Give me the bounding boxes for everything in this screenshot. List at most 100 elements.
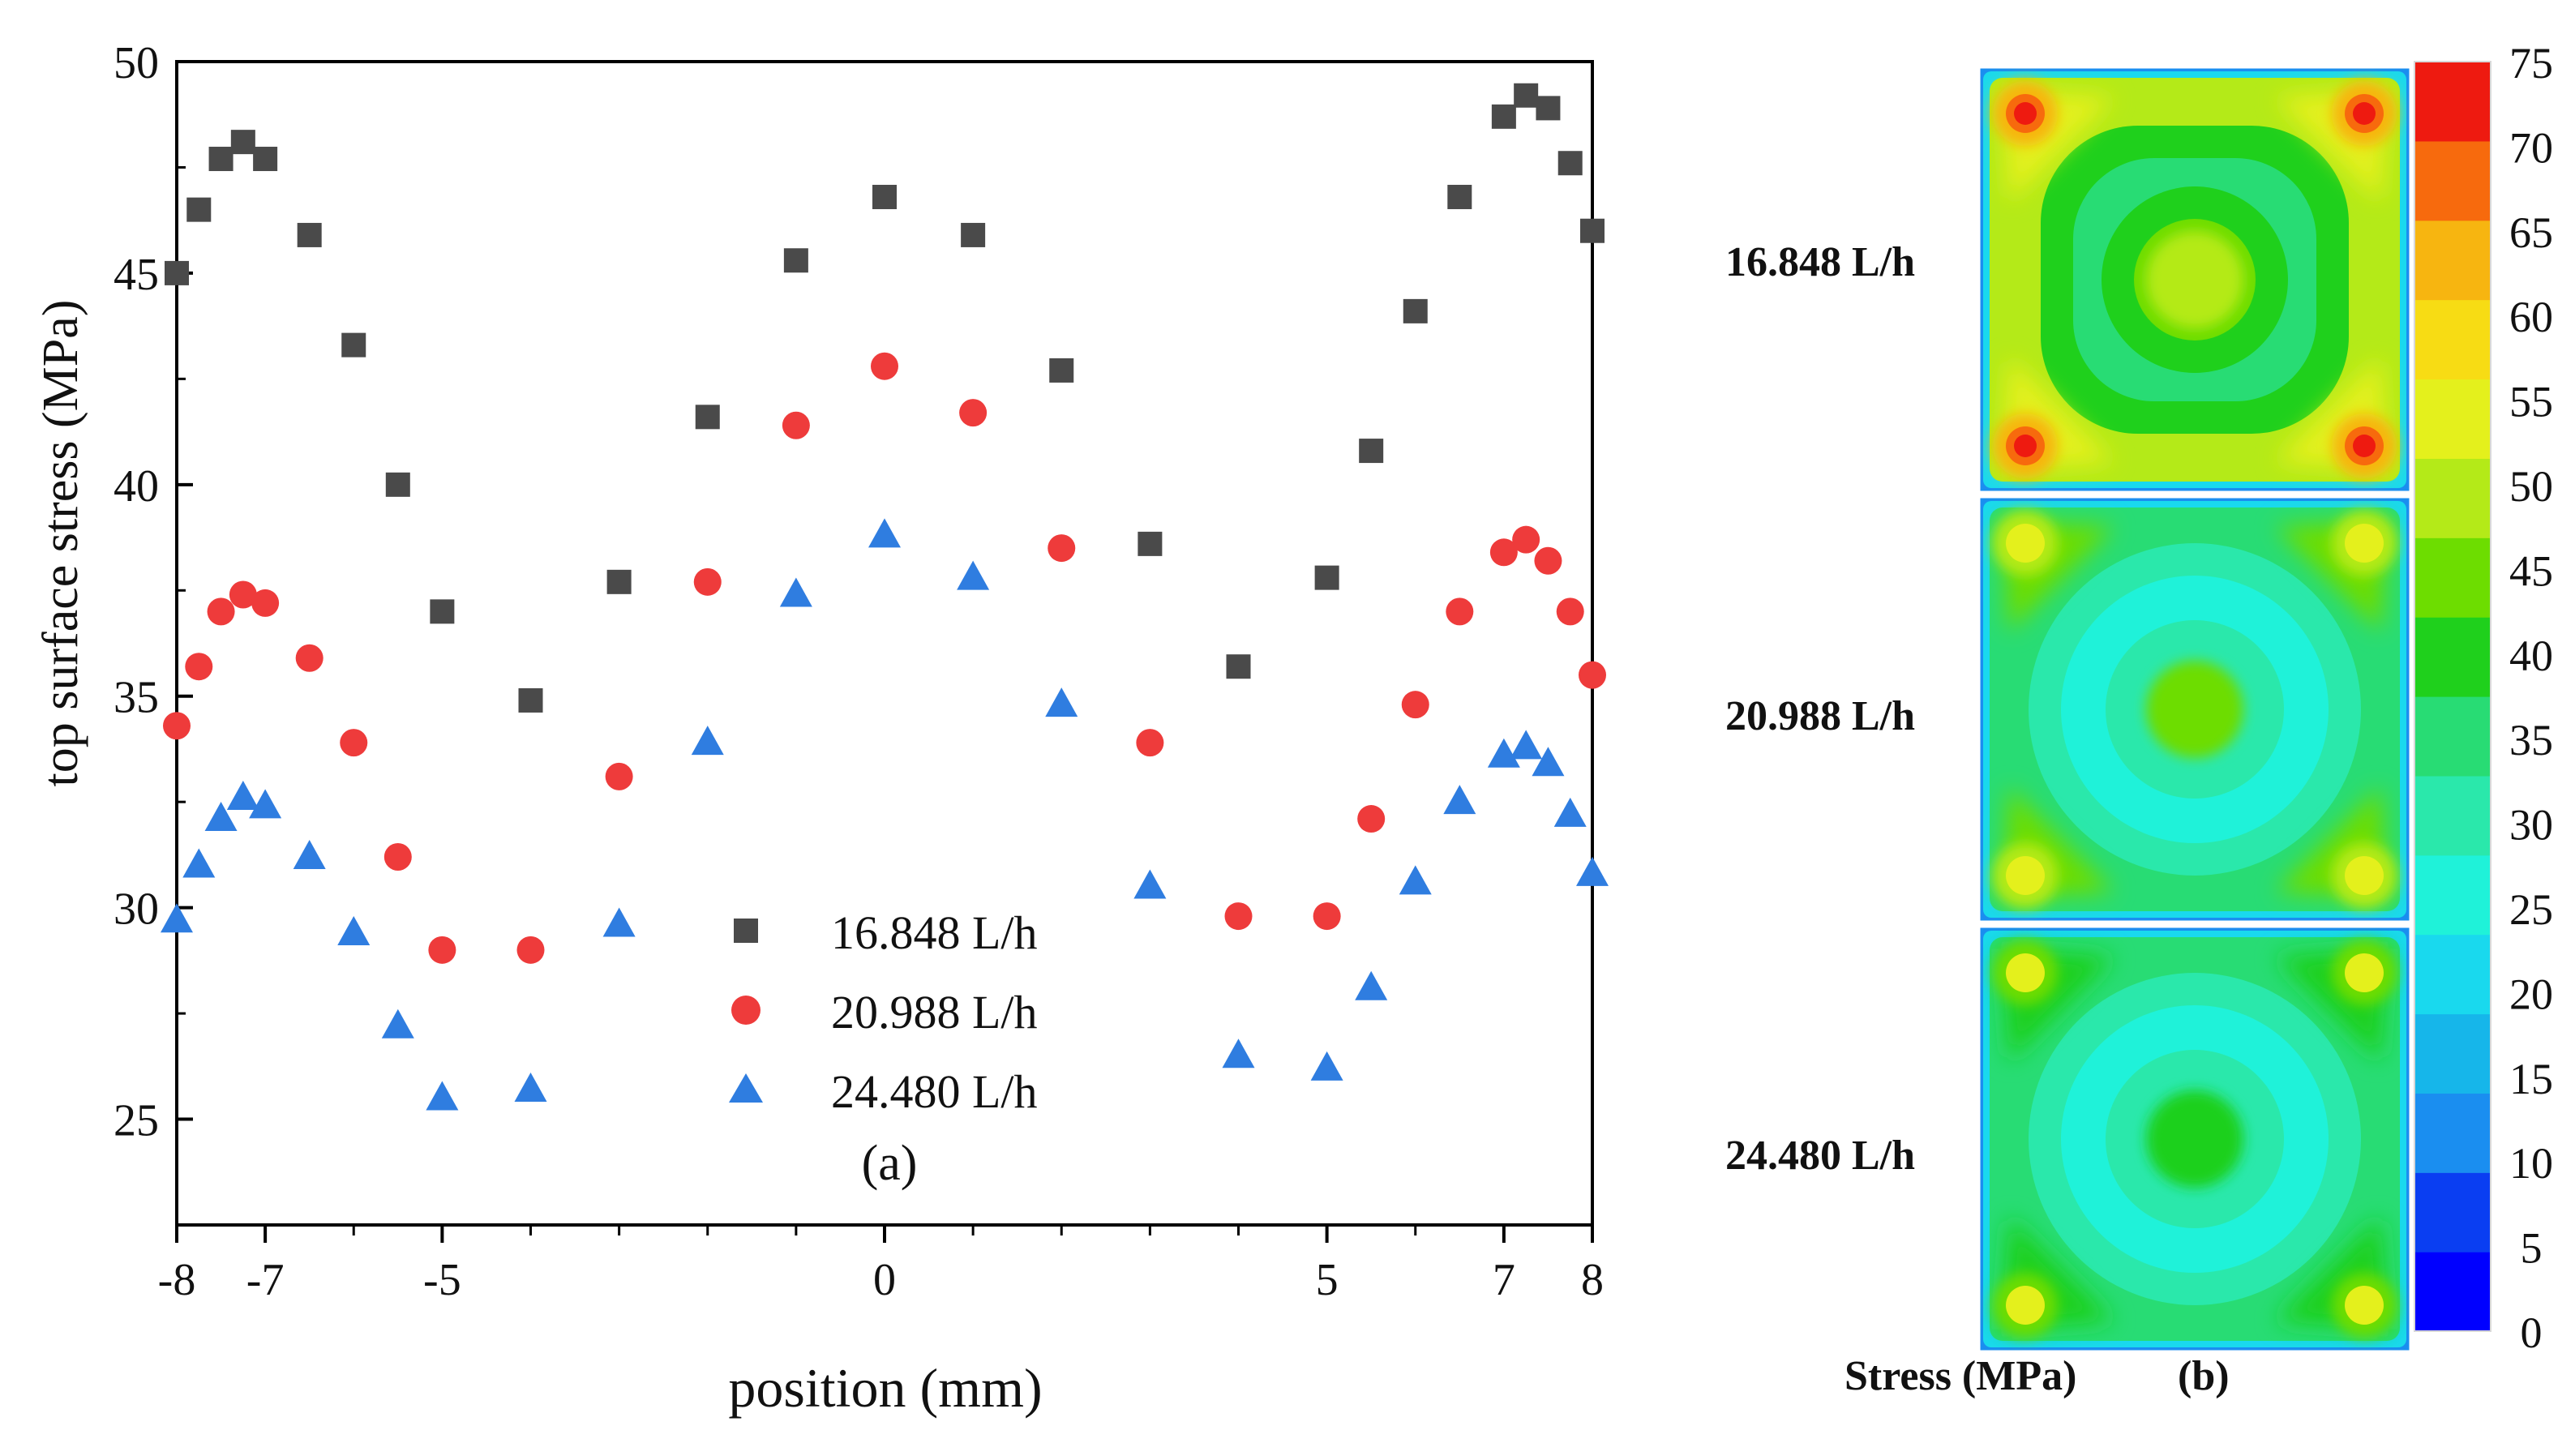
colorbar-segment [2414, 854, 2491, 936]
scatter-panel: 25 30 35 40 45 50 -8 -7 -5 0 5 7 8 top surface stre… [33, 38, 1609, 1419]
y-tick-label: 45 [114, 250, 159, 300]
data-point-circle [1313, 902, 1341, 931]
panel-b-label: (b) [2178, 1353, 2230, 1399]
data-point-circle [295, 644, 323, 672]
x-tick-label: -7 [246, 1255, 285, 1305]
data-point-circle [383, 843, 412, 871]
map-corner-spot [2006, 1286, 2045, 1325]
data-point-triangle [1355, 970, 1388, 1000]
contour-map [1978, 926, 2411, 1352]
y-tick-label: 40 [114, 461, 159, 512]
colorbar-segment [2414, 934, 2491, 1015]
data-point-square [165, 260, 189, 285]
y-tick-label: 25 [114, 1096, 159, 1146]
data-point-circle [1357, 805, 1386, 833]
y-axis-ticks: 25 30 35 40 45 50 [114, 38, 193, 1227]
data-point-triangle [1576, 856, 1609, 886]
data-point-triangle [1045, 687, 1078, 717]
colorbar-segment [2414, 1252, 2491, 1332]
y-tick-label: 35 [114, 673, 159, 723]
series-circle [163, 352, 1606, 964]
colorbar-tick-label: 15 [2509, 1055, 2553, 1103]
colorbar-segment [2414, 458, 2491, 538]
map-corner-spot [2345, 953, 2384, 992]
map-corner-spot [2345, 856, 2384, 895]
data-point-triangle [1443, 785, 1476, 815]
data-point-triangle [1487, 738, 1520, 768]
data-point-triangle [226, 780, 259, 810]
data-point-square [186, 197, 212, 222]
map-border [1977, 925, 2412, 1353]
data-point-triangle [182, 848, 216, 878]
map-corner-spot [2006, 856, 2045, 895]
plot-frame [175, 60, 1594, 1227]
data-point-circle [229, 580, 257, 609]
data-point-square [1314, 565, 1339, 590]
map-center-spot [2146, 661, 2243, 758]
map-corner-spot [2006, 524, 2045, 563]
data-point-square [385, 472, 410, 497]
colorbar-segment [2414, 140, 2491, 221]
map-corner-peak [2014, 435, 2037, 457]
data-point-circle [605, 762, 633, 790]
data-point-circle [163, 712, 191, 740]
colorbar-tick-label: 0 [2521, 1308, 2543, 1357]
data-point-circle [1534, 546, 1562, 575]
map-corner-spot [2345, 1286, 2384, 1325]
x-tick-label: -5 [423, 1255, 461, 1305]
data-point-triangle [1399, 865, 1432, 895]
data-point-circle [871, 352, 898, 380]
colorbar-tick-label: 25 [2509, 885, 2553, 934]
data-point-triangle [602, 907, 636, 937]
x-axis-ticks: -8 -7 -5 0 5 7 8 [158, 1225, 1604, 1305]
data-point-triangle [161, 903, 193, 933]
contour-maps [1977, 66, 2412, 1353]
colorbar-segment [2414, 775, 2491, 856]
map-corner-spot [2345, 524, 2384, 563]
data-point-circle [516, 936, 545, 964]
colorbar-segment [2414, 62, 2491, 142]
data-point-square [1580, 218, 1605, 243]
data-point-triangle [381, 1008, 414, 1038]
data-point-circle [251, 589, 280, 617]
data-point-circle [693, 567, 722, 596]
colorbar-tick-label: 30 [2509, 801, 2553, 850]
data-point-circle [185, 653, 213, 681]
data-point-square [606, 569, 632, 594]
map-center-spot [2146, 1090, 2243, 1188]
data-point-square [1557, 151, 1583, 176]
colorbar-tick-label: 50 [2509, 462, 2553, 511]
colorbar-segment [2414, 1013, 2491, 1094]
map-corner-peak [2353, 102, 2376, 125]
y-tick-label: 30 [114, 884, 159, 935]
y-axis-label: top surface stress (MPa) [33, 300, 88, 787]
data-point-triangle [204, 802, 238, 832]
data-point-square [230, 130, 255, 155]
data-point-square [1138, 531, 1163, 556]
data-point-triangle [1553, 797, 1587, 827]
map-corner-spot [2006, 953, 2045, 992]
data-point-triangle [426, 1081, 459, 1111]
data-point-square [208, 147, 234, 172]
data-point-circle [207, 597, 235, 626]
colorbar-tick-label: 40 [2509, 632, 2553, 680]
colorbar: 0 5 10 15 20 25 30 35 40 45 50 55 60 65 70 75 [2414, 39, 2553, 1357]
data-point-circle [1136, 729, 1164, 757]
data-point-triangle [868, 518, 901, 548]
data-point-square [430, 599, 455, 624]
data-point-square [695, 405, 720, 430]
map-label-20988: 20.988 L/h [1725, 693, 1915, 739]
legend-marker-square [734, 919, 758, 943]
colorbar-tick-label: 35 [2509, 716, 2553, 764]
contour-panel: 0 5 10 15 20 25 30 35 40 45 50 55 60 65 70 75 16.848 L/… [1725, 39, 2553, 1399]
colorbar-tick-label: 45 [2509, 546, 2553, 595]
x-tick-label: 0 [873, 1255, 896, 1305]
colorbar-segment [2414, 617, 2491, 697]
data-point-square [1447, 184, 1472, 209]
colorbar-segment [2414, 1172, 2491, 1253]
data-point-square [1359, 439, 1384, 464]
legend-marker-circle [731, 996, 761, 1025]
data-point-circle [1512, 525, 1540, 554]
data-points [161, 83, 1609, 1111]
colorbar-tick-label: 55 [2509, 378, 2553, 426]
